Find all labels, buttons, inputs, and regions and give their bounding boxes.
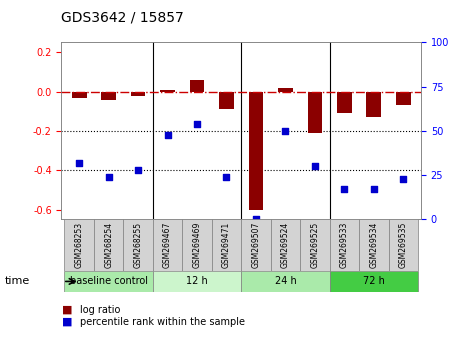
Text: GSM268253: GSM268253 bbox=[75, 222, 84, 268]
FancyBboxPatch shape bbox=[241, 271, 330, 292]
FancyBboxPatch shape bbox=[94, 219, 123, 271]
Text: GSM269534: GSM269534 bbox=[369, 222, 378, 268]
FancyBboxPatch shape bbox=[359, 219, 388, 271]
Text: GDS3642 / 15857: GDS3642 / 15857 bbox=[61, 11, 184, 25]
Text: GSM269471: GSM269471 bbox=[222, 222, 231, 268]
Bar bbox=[190, 80, 204, 92]
Bar bbox=[367, 92, 381, 117]
Text: GSM269469: GSM269469 bbox=[193, 222, 201, 268]
Point bbox=[164, 132, 171, 137]
FancyBboxPatch shape bbox=[64, 271, 153, 292]
FancyBboxPatch shape bbox=[241, 219, 271, 271]
FancyBboxPatch shape bbox=[153, 271, 241, 292]
Bar bbox=[278, 88, 293, 92]
Bar bbox=[72, 92, 87, 98]
Point bbox=[281, 128, 289, 134]
Bar bbox=[337, 92, 352, 113]
Text: ■: ■ bbox=[61, 305, 72, 315]
FancyBboxPatch shape bbox=[153, 219, 182, 271]
Bar bbox=[307, 92, 322, 133]
Text: log ratio: log ratio bbox=[80, 305, 121, 315]
Point bbox=[370, 187, 377, 192]
Bar bbox=[396, 92, 411, 105]
Text: ■: ■ bbox=[61, 317, 72, 327]
FancyBboxPatch shape bbox=[330, 219, 359, 271]
Point bbox=[341, 187, 348, 192]
Point bbox=[75, 160, 83, 166]
Point bbox=[193, 121, 201, 127]
Text: 24 h: 24 h bbox=[274, 276, 296, 286]
FancyBboxPatch shape bbox=[64, 219, 94, 271]
Point bbox=[105, 174, 113, 180]
Point bbox=[252, 217, 260, 222]
Bar bbox=[249, 92, 263, 210]
Text: GSM269524: GSM269524 bbox=[281, 222, 290, 268]
FancyBboxPatch shape bbox=[330, 271, 418, 292]
Text: GSM268254: GSM268254 bbox=[104, 222, 113, 268]
Text: percentile rank within the sample: percentile rank within the sample bbox=[80, 317, 245, 327]
Text: baseline control: baseline control bbox=[70, 276, 148, 286]
Bar bbox=[101, 92, 116, 99]
Point bbox=[223, 174, 230, 180]
Text: GSM269525: GSM269525 bbox=[310, 222, 319, 268]
Bar bbox=[219, 92, 234, 109]
Text: GSM269535: GSM269535 bbox=[399, 222, 408, 268]
Text: GSM269467: GSM269467 bbox=[163, 222, 172, 268]
FancyBboxPatch shape bbox=[182, 219, 212, 271]
Text: time: time bbox=[5, 276, 30, 286]
Text: GSM269533: GSM269533 bbox=[340, 222, 349, 268]
Point bbox=[311, 164, 319, 169]
Text: 12 h: 12 h bbox=[186, 276, 208, 286]
Text: GSM269507: GSM269507 bbox=[252, 222, 261, 268]
FancyBboxPatch shape bbox=[388, 219, 418, 271]
FancyBboxPatch shape bbox=[300, 219, 330, 271]
Text: GSM268255: GSM268255 bbox=[133, 222, 142, 268]
FancyBboxPatch shape bbox=[123, 219, 153, 271]
Point bbox=[134, 167, 142, 173]
Bar bbox=[160, 90, 175, 92]
Text: 72 h: 72 h bbox=[363, 276, 385, 286]
FancyBboxPatch shape bbox=[271, 219, 300, 271]
Bar bbox=[131, 92, 146, 96]
Point bbox=[400, 176, 407, 182]
FancyBboxPatch shape bbox=[212, 219, 241, 271]
